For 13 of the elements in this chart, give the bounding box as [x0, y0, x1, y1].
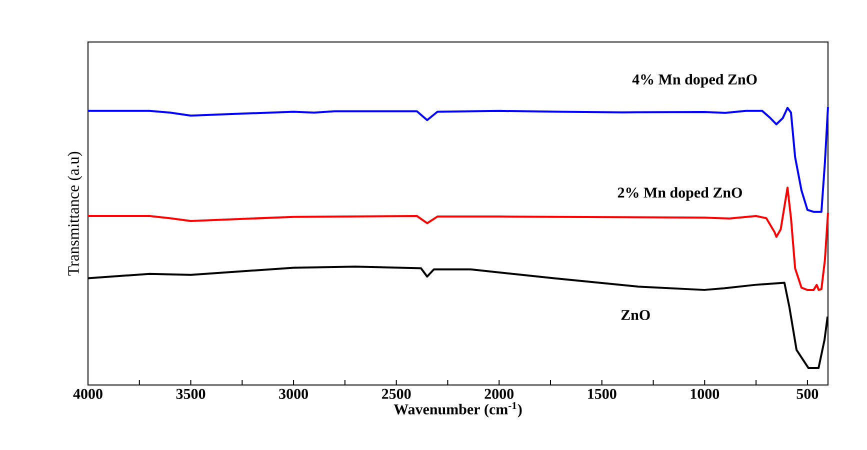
- y-axis-title: Transmittance (a.u): [68, 152, 82, 276]
- x-tick-label: 2500: [382, 388, 411, 399]
- series-label: ZnO: [621, 310, 650, 320]
- x-tick-label: 3500: [176, 388, 206, 399]
- series-label: 4% Mn doped ZnO: [632, 74, 757, 88]
- x-tick-label: 2000: [484, 388, 514, 399]
- x-tick-label: 1000: [690, 388, 720, 399]
- series-label: 2% Mn doped ZnO: [618, 187, 742, 201]
- x-tick-label: 3000: [279, 388, 308, 399]
- x-tick-label: 500: [796, 388, 818, 399]
- x-tick-label: 1500: [588, 388, 616, 399]
- x-axis-title: Wavenumber (cm$^{-1}$): [394, 402, 522, 418]
- x-tick-label: 4000: [73, 388, 102, 399]
